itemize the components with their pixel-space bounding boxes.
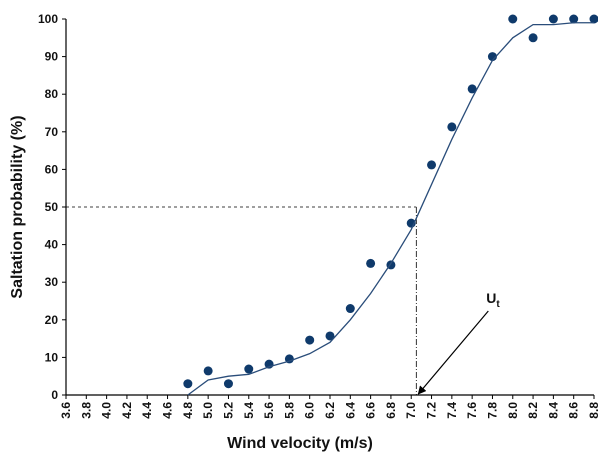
data-point (366, 258, 376, 268)
y-tick-label: 0 (51, 388, 58, 402)
x-tick-label: 6.8 (384, 402, 398, 419)
annotation-text: U (486, 290, 496, 306)
x-tick-label: 8.2 (526, 402, 540, 419)
x-tick-label: 8.4 (546, 402, 560, 419)
x-tick-label: 6.6 (364, 402, 378, 419)
data-point (325, 331, 335, 341)
x-tick-label: 4.8 (181, 402, 195, 419)
x-tick-label: 8.8 (587, 402, 598, 419)
y-tick-label: 50 (45, 200, 59, 214)
data-point (508, 14, 518, 24)
y-tick-label: 80 (45, 87, 59, 101)
x-tick-label: 6.2 (323, 402, 337, 419)
x-tick-label: 7.0 (404, 402, 418, 419)
data-point (345, 304, 355, 314)
x-tick-label: 6.4 (343, 402, 357, 419)
annotation-arrow (417, 310, 489, 395)
fit-line (187, 22, 594, 396)
data-point (487, 52, 497, 62)
x-tick-label: 5.8 (282, 402, 296, 419)
data-point (223, 379, 233, 389)
x-tick-label: 4.4 (140, 402, 154, 419)
x-tick-label: 5.6 (262, 402, 276, 419)
data-point (203, 366, 213, 376)
y-tick-label: 10 (45, 350, 59, 364)
data-point (569, 14, 579, 24)
y-tick-label: 60 (45, 162, 59, 176)
data-point (548, 14, 558, 24)
y-tick-label: 90 (45, 50, 59, 64)
data-point (467, 84, 477, 94)
y-tick-label: 20 (45, 313, 59, 327)
data-point (528, 33, 538, 43)
x-tick-label: 7.4 (445, 402, 459, 419)
x-tick-label: 5.4 (242, 402, 256, 419)
y-tick-label: 70 (45, 125, 59, 139)
y-tick-label: 30 (45, 275, 59, 289)
x-tick-label: 8.6 (567, 402, 581, 419)
y-tick-label: 40 (45, 238, 59, 252)
y-axis-label: Saltation probability (%) (9, 115, 26, 298)
x-tick-label: 4.2 (120, 402, 134, 419)
data-point (447, 122, 457, 132)
data-point (183, 379, 193, 389)
data-point (427, 160, 437, 170)
x-tick-label: 8.0 (506, 402, 520, 419)
x-tick-label: 5.0 (201, 402, 215, 419)
annotation-label: Ut (486, 290, 500, 310)
x-tick-label: 5.2 (221, 402, 235, 419)
y-tick-label: 100 (38, 12, 58, 26)
data-point (305, 335, 315, 345)
annotation-subscript: t (496, 299, 500, 310)
x-tick-label: 3.6 (59, 402, 73, 419)
x-tick-label: 7.2 (425, 402, 439, 419)
x-tick-label: 4.0 (100, 402, 114, 419)
data-point (244, 364, 254, 374)
x-tick-label: 7.6 (465, 402, 479, 419)
x-tick-label: 6.0 (303, 402, 317, 419)
x-tick-label: 7.8 (485, 402, 499, 419)
data-point (589, 14, 598, 24)
x-tick-label: 3.8 (79, 402, 93, 419)
x-tick-label: 4.6 (161, 402, 175, 419)
x-axis-label: Wind velocity (m/s) (227, 435, 373, 452)
